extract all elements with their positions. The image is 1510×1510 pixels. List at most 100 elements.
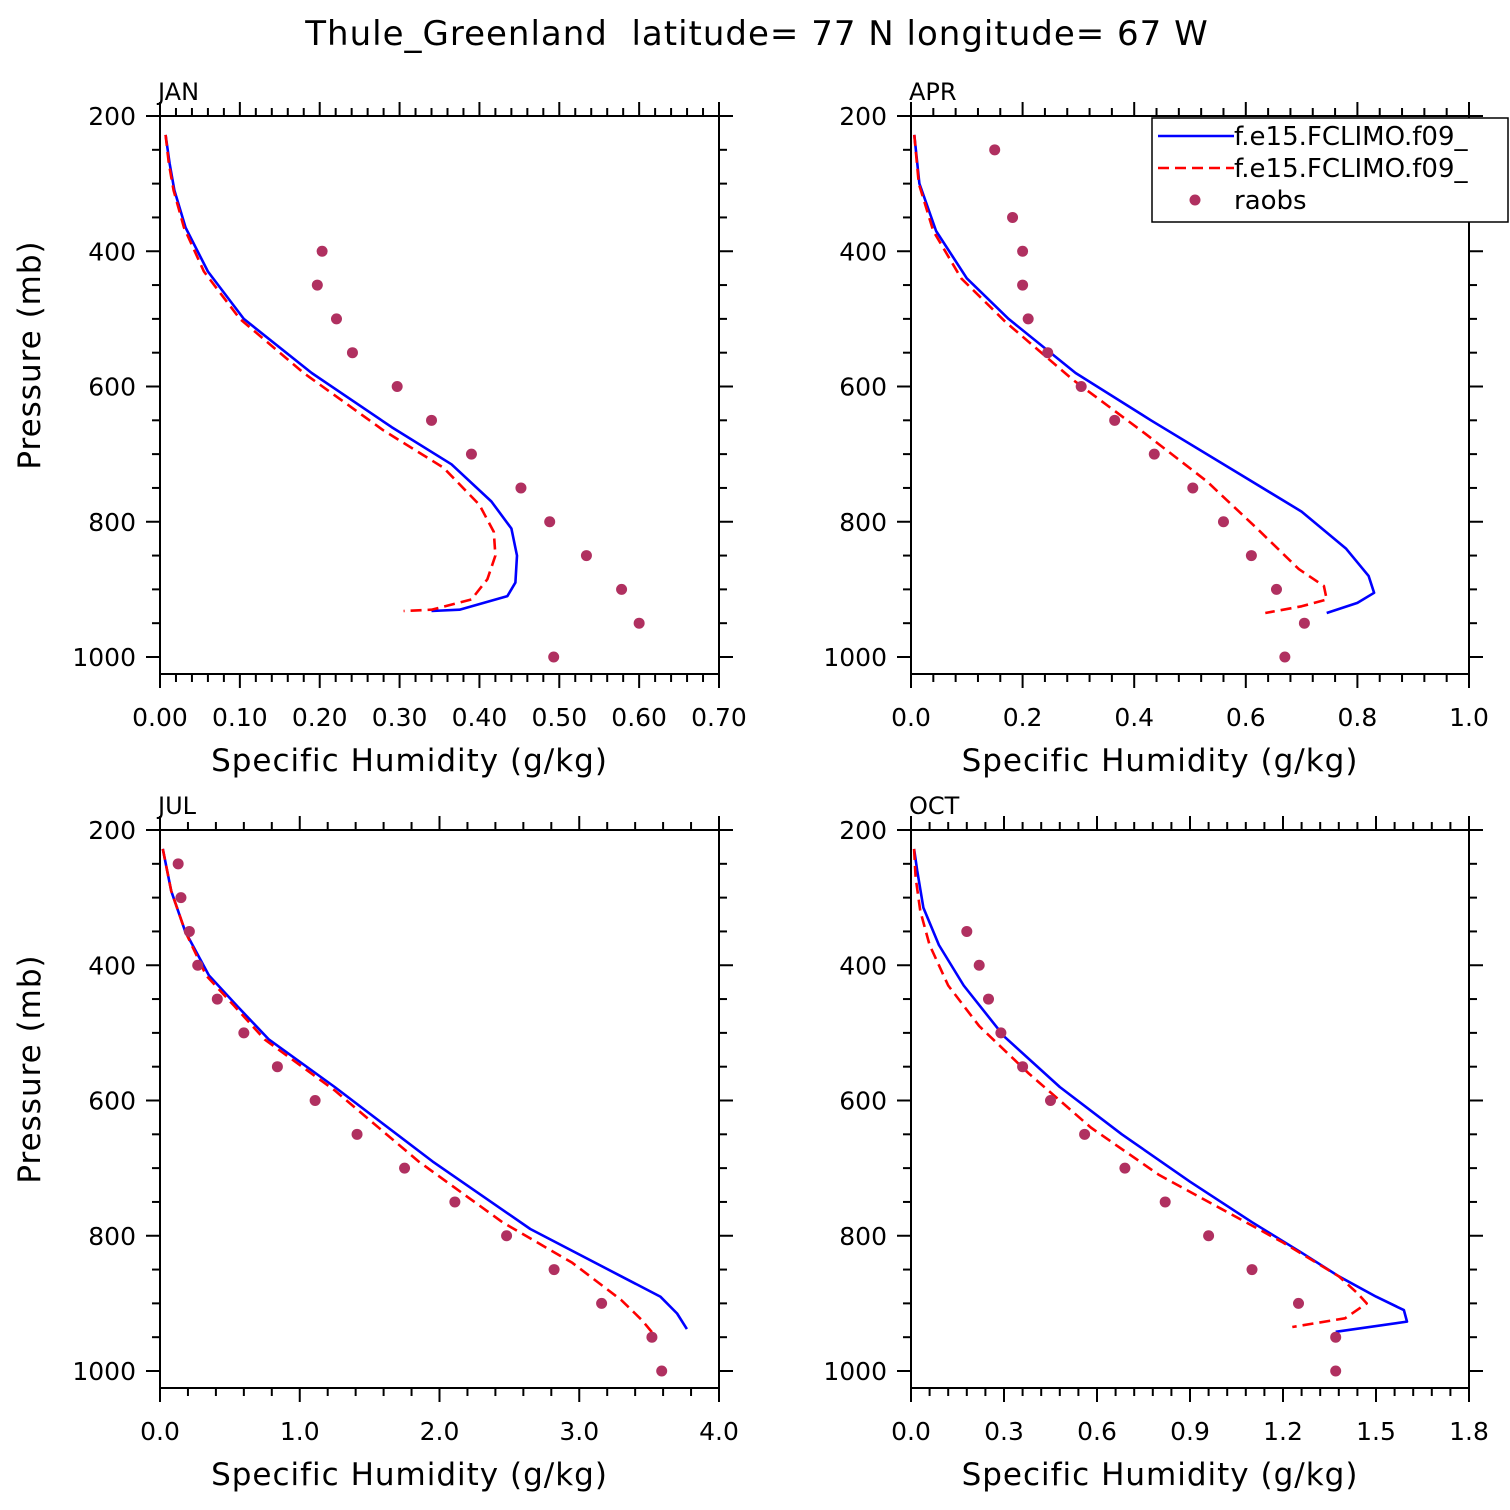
raobs-point (1042, 347, 1054, 359)
x-tick-label: 0.60 (611, 703, 667, 732)
raobs-point (1017, 1061, 1029, 1073)
raobs-point (995, 1027, 1007, 1039)
raobs-point (316, 245, 328, 257)
raobs-point (1293, 1297, 1304, 1309)
raobs-point (1045, 1095, 1056, 1106)
y-tick-label: 800 (88, 508, 136, 537)
panel-jul: JUL 0.0 1.0 2.0 3.0 4.0 200 400 600 800 1000 Specif… (12, 792, 739, 1493)
raobs-point (1017, 245, 1029, 257)
y-tick-label: 600 (88, 373, 136, 402)
panel-label: APR (909, 78, 957, 106)
panel-apr: APR 0.0 0.2 0.4 0.6 0.8 1.0 200 400 600 800 1000 Spe… (823, 78, 1489, 779)
series-raobs (961, 925, 1342, 1377)
raobs-point (983, 993, 994, 1005)
raobs-point (973, 959, 985, 971)
series-model-dashed-line (164, 134, 497, 613)
x-tick-label: 3.0 (559, 1417, 599, 1446)
x-axis-label: Specific Humidity (g/kg) (211, 1457, 608, 1493)
raobs-point (1330, 1331, 1342, 1343)
y-tick-label: 200 (88, 102, 136, 131)
series-model-dashed-line (913, 134, 1328, 615)
raobs-point (175, 892, 187, 904)
raobs-point (330, 313, 342, 325)
y-tick-label: 800 (839, 508, 887, 537)
series-model-solid-line (161, 848, 689, 1330)
series-model-solid-line (913, 134, 1376, 615)
x-tick-label: 2.0 (420, 1417, 460, 1446)
panel-label: JAN (156, 78, 199, 106)
panel-label: OCT (909, 792, 960, 820)
raobs-point (192, 959, 204, 971)
x-tick-label: 0.9 (1170, 1417, 1210, 1446)
legend-entry-label: f.e15.FCLIMO.f09_ (1234, 122, 1468, 152)
y-tick-label: 600 (839, 1087, 887, 1116)
raobs-point (548, 1264, 560, 1276)
raobs-point (449, 1196, 461, 1208)
y-tick-label: 1000 (823, 643, 887, 672)
series-model-solid-line (164, 134, 519, 613)
series-model-dashed-line (912, 848, 1368, 1329)
y-tick-label: 800 (839, 1222, 887, 1251)
raobs-point (1298, 617, 1310, 629)
y-tick-label: 400 (839, 237, 887, 266)
x-tick-label: 0.50 (531, 703, 587, 732)
y-axis-label: Pressure (mb) (12, 954, 48, 1183)
raobs-point (1079, 1128, 1091, 1140)
legend-marker (1189, 194, 1201, 206)
raobs-point (465, 448, 477, 460)
raobs-point (351, 1128, 363, 1140)
x-tick-label: 1.8 (1449, 1417, 1489, 1446)
raobs-point (1246, 1264, 1258, 1276)
x-tick-label: 1.5 (1356, 1417, 1396, 1446)
y-tick-label: 800 (88, 1222, 136, 1251)
raobs-point (426, 414, 438, 426)
legend-entry-label: raobs (1234, 186, 1307, 216)
x-tick-label: 0.0 (891, 703, 931, 732)
raobs-point (1017, 279, 1029, 291)
raobs-point (1187, 482, 1199, 494)
legend: f.e15.FCLIMO.f09_f.e15.FCLIMO.f09_raobs (1151, 117, 1509, 223)
raobs-point (1148, 448, 1160, 460)
raobs-point (989, 144, 1001, 156)
x-tick-label: 0.30 (372, 703, 428, 732)
x-tick-label: 1.0 (280, 1417, 320, 1446)
x-tick-label: 0.20 (292, 703, 348, 732)
raobs-point (961, 925, 973, 937)
raobs-point (616, 583, 628, 595)
x-tick-label: 0.2 (1003, 703, 1043, 732)
x-tick-label: 1.2 (1263, 1417, 1303, 1446)
series-model-solid-line (912, 848, 1409, 1334)
x-tick-label: 0.3 (984, 1417, 1024, 1446)
raobs-point (1245, 550, 1257, 562)
raobs-point (183, 925, 195, 937)
raobs-point (1007, 211, 1019, 223)
panel-jan: JAN 0.00 0.10 0.20 0.30 0.40 0.50 0.60 0.70 200 40… (12, 78, 747, 779)
y-tick-label: 200 (839, 816, 887, 845)
y-tick-label: 200 (839, 102, 887, 131)
x-tick-label: 0.8 (1338, 703, 1378, 732)
raobs-point (548, 651, 560, 663)
x-tick-label: 0.0 (891, 1417, 931, 1446)
x-tick-label: 4.0 (699, 1417, 739, 1446)
raobs-point (1119, 1162, 1131, 1174)
series-model-dashed-line (161, 848, 658, 1339)
y-axis-label: Pressure (mb) (12, 240, 48, 469)
y-tick-label: 400 (88, 951, 136, 980)
series-raobs (989, 144, 1310, 663)
raobs-point (544, 516, 556, 528)
series-raobs (172, 858, 668, 1377)
raobs-point (1022, 313, 1034, 325)
raobs-point (633, 617, 645, 629)
x-tick-label: 0.10 (212, 703, 268, 732)
panels: JAN 0.00 0.10 0.20 0.30 0.40 0.50 0.60 0.70 200 40… (12, 78, 1489, 1493)
raobs-point (346, 347, 358, 359)
raobs-point (211, 993, 223, 1005)
plot-frame (159, 829, 720, 1389)
raobs-point (1330, 1365, 1342, 1377)
y-tick-label: 200 (88, 816, 136, 845)
plot-frame (159, 115, 720, 675)
y-tick-label: 600 (839, 373, 887, 402)
x-axis-label: Specific Humidity (g/kg) (211, 743, 608, 779)
x-tick-label: 0.0 (140, 1417, 180, 1446)
raobs-point (309, 1095, 321, 1106)
